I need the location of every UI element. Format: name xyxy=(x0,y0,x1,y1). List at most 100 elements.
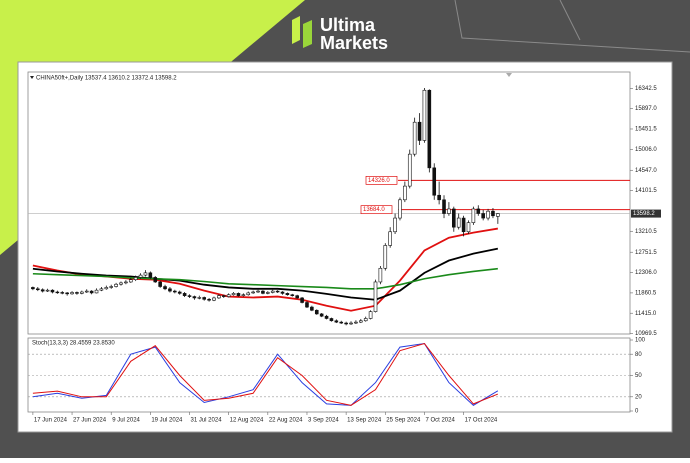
level-tag xyxy=(365,176,398,185)
candle-body xyxy=(368,311,373,319)
y-tick-label: 16342.5 xyxy=(635,86,657,92)
candle-body xyxy=(310,306,314,311)
candle-body xyxy=(442,199,446,214)
y-tick-label: 0 xyxy=(635,409,639,415)
y-tick-label: 80 xyxy=(635,352,642,358)
y-tick-label: 100 xyxy=(635,338,646,344)
logo-text: Markets xyxy=(320,33,388,53)
decor-line xyxy=(454,0,690,53)
candle-body xyxy=(60,292,65,294)
candle-body xyxy=(168,288,172,292)
candle-body xyxy=(89,290,94,294)
x-tick-label: 31 Jul 2024 xyxy=(191,418,223,424)
x-tick-label: 25 Sep 2024 xyxy=(386,418,421,424)
y-tick-label: 12306.0 xyxy=(635,270,657,276)
candle-body xyxy=(177,291,182,294)
chart-header: CHINA50ft+,Daily 13537.4 13610.2 13372.4… xyxy=(36,76,177,82)
stoch-line xyxy=(32,342,499,406)
candle-body xyxy=(275,290,280,293)
candle-body xyxy=(143,272,148,276)
candle-body xyxy=(344,322,348,325)
candle-body xyxy=(182,293,187,296)
candle-body xyxy=(388,231,392,246)
candle-body xyxy=(173,290,177,293)
candle-body xyxy=(256,290,260,293)
candle-body xyxy=(163,286,167,290)
candle-body xyxy=(486,210,490,219)
logo-text: Ultima xyxy=(320,15,376,35)
candle-body xyxy=(300,297,304,303)
header-marker xyxy=(30,76,34,79)
y-tick-label: 15897.0 xyxy=(635,106,657,112)
candle-body xyxy=(349,322,353,325)
candle-body xyxy=(373,281,378,312)
stoch-line xyxy=(32,343,499,406)
candle-body xyxy=(99,288,104,291)
candle-body xyxy=(65,292,69,295)
x-tick-label: 12 Aug 2024 xyxy=(230,418,264,424)
y-tick-label: 14101.5 xyxy=(635,188,657,194)
y-tick-label: 50 xyxy=(635,373,642,379)
candle-body xyxy=(359,320,363,323)
candle-body xyxy=(251,291,255,294)
candle-body xyxy=(319,313,324,317)
y-tick-label: 20 xyxy=(635,394,642,400)
candle-body xyxy=(31,287,35,290)
level-tag-label: 14326.0 xyxy=(368,178,390,184)
candle-body xyxy=(226,294,231,297)
candle-body xyxy=(212,297,216,301)
candle-body xyxy=(481,213,485,219)
x-tick-label: 17 Oct 2024 xyxy=(465,418,498,424)
candle-body xyxy=(334,320,339,323)
decor-line xyxy=(559,0,581,41)
candle-body xyxy=(217,295,221,299)
candle-body xyxy=(80,291,84,294)
price-tag xyxy=(631,209,661,218)
candle-body xyxy=(363,318,368,322)
candle-body xyxy=(412,121,417,155)
candle-body xyxy=(266,292,270,294)
y-tick-label: 12751.5 xyxy=(635,250,657,256)
candle-body xyxy=(398,199,402,219)
x-tick-label: 7 Oct 2024 xyxy=(425,418,455,424)
candle-body xyxy=(94,289,99,294)
candle-body xyxy=(285,293,290,296)
candle-body xyxy=(84,290,89,293)
candle-body xyxy=(471,208,476,223)
x-tick-label: 17 Jun 2024 xyxy=(34,418,68,424)
candle-body xyxy=(124,281,128,284)
moving-average xyxy=(32,247,499,301)
level-tag-label: 13684.0 xyxy=(363,207,385,213)
candle-body xyxy=(295,295,299,299)
candle-body xyxy=(128,279,133,283)
candle-body xyxy=(187,295,192,297)
candle-body xyxy=(393,217,397,233)
candle-body xyxy=(452,208,456,228)
candle-body xyxy=(119,282,123,285)
candle-body xyxy=(153,277,158,283)
candle-body xyxy=(231,293,236,296)
candle-body xyxy=(305,302,309,308)
candle-body xyxy=(324,315,329,319)
candle-body xyxy=(466,222,471,233)
x-tick-label: 3 Sep 2024 xyxy=(308,418,339,424)
candle-body xyxy=(461,217,466,233)
candle-body xyxy=(133,277,138,280)
chart-panel xyxy=(17,61,673,433)
x-tick-label: 27 Jun 2024 xyxy=(73,418,107,424)
stoch-plot xyxy=(27,337,631,413)
candle-body xyxy=(491,210,495,217)
candle-body xyxy=(45,289,50,292)
candle-body xyxy=(246,292,251,296)
y-tick-label: 13210.5 xyxy=(635,229,657,235)
candle-body xyxy=(241,294,246,296)
candle-body xyxy=(339,321,344,324)
candle-body xyxy=(197,297,202,299)
x-tick-label: 19 Jul 2024 xyxy=(151,418,183,424)
candle-body xyxy=(202,297,206,300)
candle-body xyxy=(40,289,45,292)
x-tick-label: 13 Sep 2024 xyxy=(347,418,382,424)
y-tick-label: 15006.0 xyxy=(635,147,657,153)
